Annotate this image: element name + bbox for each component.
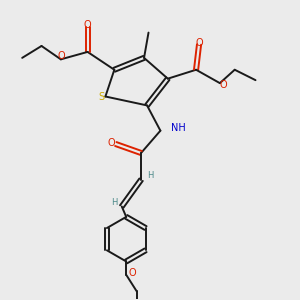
Text: O: O (128, 268, 136, 278)
Text: H: H (111, 197, 118, 206)
Text: O: O (57, 51, 64, 61)
Text: O: O (195, 38, 203, 48)
Text: O: O (107, 138, 115, 148)
Text: NH: NH (171, 123, 186, 133)
Text: S: S (98, 92, 104, 101)
Text: H: H (147, 171, 153, 180)
Text: O: O (219, 80, 226, 90)
Text: O: O (84, 20, 92, 30)
